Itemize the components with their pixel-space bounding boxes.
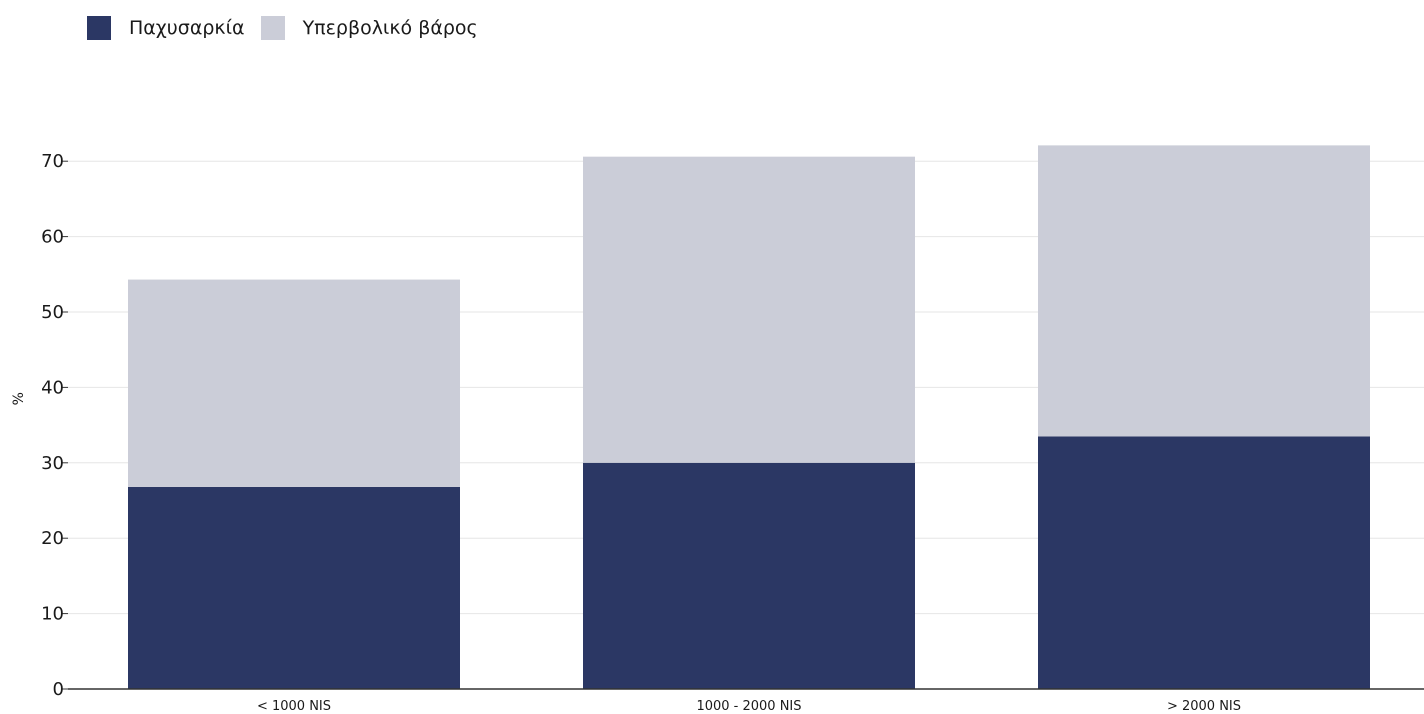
bars bbox=[128, 145, 1370, 689]
bar-obesity-1[interactable] bbox=[583, 462, 915, 689]
bar-obesity-2[interactable] bbox=[1038, 436, 1370, 689]
legend-label-obesity: Παχυσαρκία bbox=[129, 17, 245, 39]
bar-overweight-2[interactable] bbox=[1038, 145, 1370, 437]
x-tick-label-2: > 2000 NIS bbox=[1167, 699, 1241, 714]
axes: % bbox=[11, 392, 1424, 690]
bar-overweight-0[interactable] bbox=[128, 279, 460, 487]
bar-overweight-1[interactable] bbox=[583, 156, 915, 463]
y-tick-label-30: 30 bbox=[41, 453, 64, 474]
x-tick-label-1: 1000 - 2000 NIS bbox=[696, 699, 801, 714]
y-tick-labels: 0 10 20 30 40 50 60 70 bbox=[41, 151, 68, 700]
y-axis-title: % bbox=[11, 392, 27, 405]
legend: Παχυσαρκία Υπερβολικό βάρος bbox=[87, 16, 494, 40]
legend-item-obesity[interactable]: Παχυσαρκία bbox=[87, 16, 245, 40]
x-tick-label-0: < 1000 NIS bbox=[257, 699, 331, 714]
y-tick-label-50: 50 bbox=[41, 302, 64, 323]
x-tick-labels: < 1000 NIS 1000 - 2000 NIS > 2000 NIS bbox=[257, 699, 1241, 714]
legend-item-overweight[interactable]: Υπερβολικό βάρος bbox=[260, 16, 478, 40]
y-tick-label-10: 10 bbox=[41, 604, 64, 625]
y-tick-label-60: 60 bbox=[41, 227, 64, 248]
legend-swatch-overweight bbox=[260, 16, 285, 40]
y-tick-label-70: 70 bbox=[41, 151, 64, 172]
legend-swatch-obesity bbox=[87, 16, 111, 40]
y-tick-label-20: 20 bbox=[41, 528, 64, 549]
legend-label-overweight: Υπερβολικό βάρος bbox=[302, 17, 478, 39]
y-tick-label-0: 0 bbox=[53, 679, 64, 700]
bar-obesity-0[interactable] bbox=[128, 486, 460, 689]
y-tick-label-40: 40 bbox=[41, 377, 64, 398]
